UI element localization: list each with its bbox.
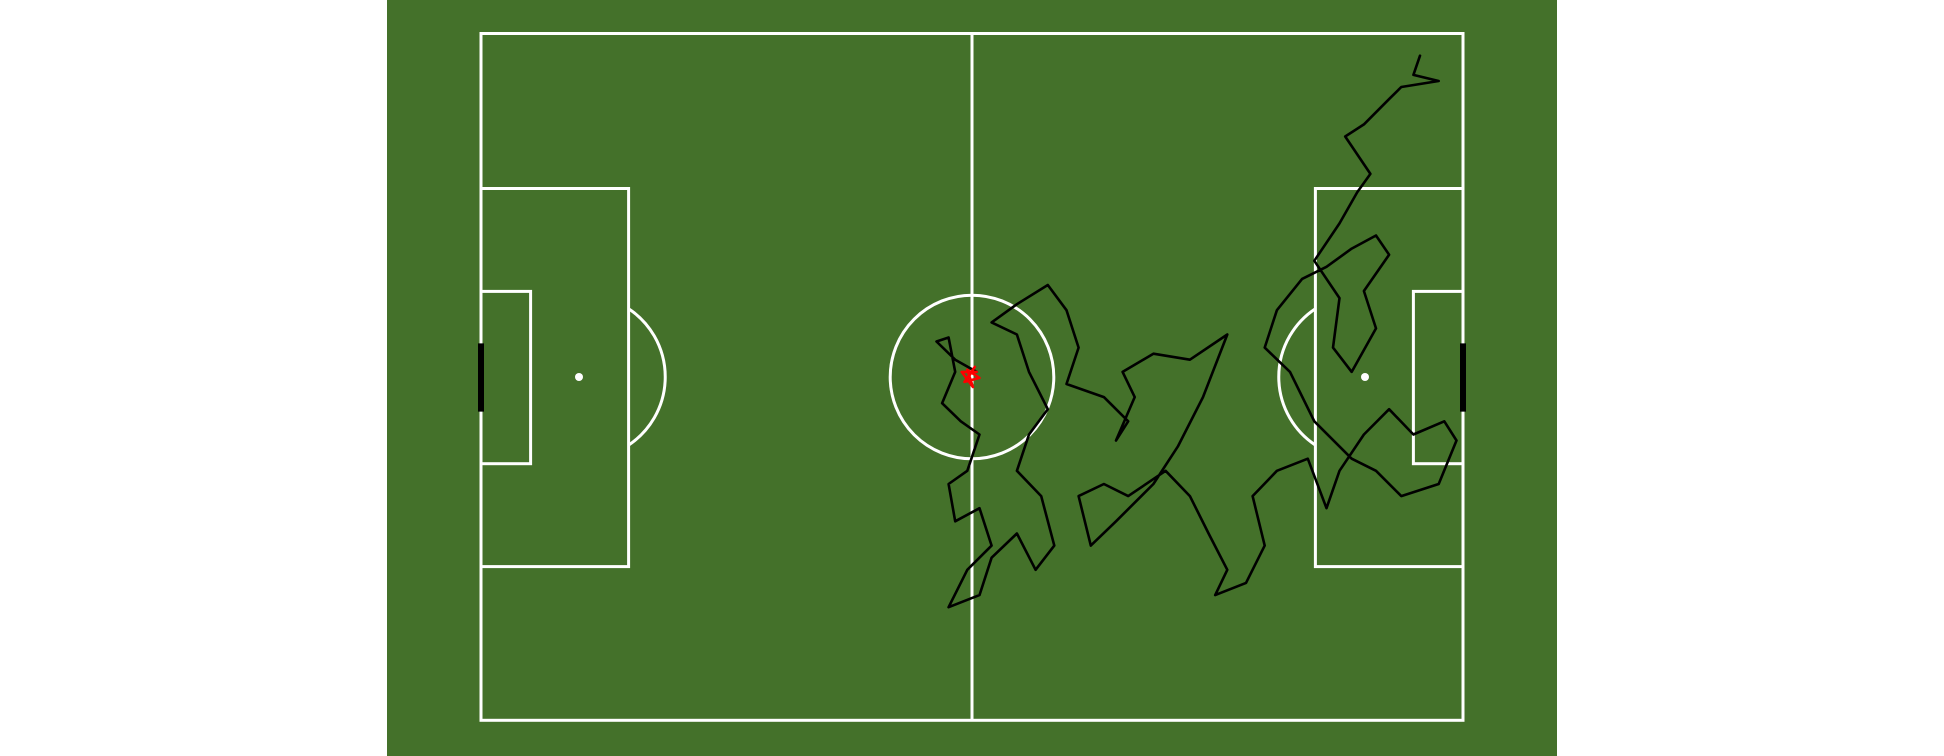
pitch-markings [478,32,1466,722]
penalty-arc [627,307,667,447]
penalty-spot [575,373,583,381]
trajectory [960,365,981,389]
penalty-arc [1277,307,1317,447]
penalty-spot [1361,373,1369,381]
trajectory [935,54,1458,609]
